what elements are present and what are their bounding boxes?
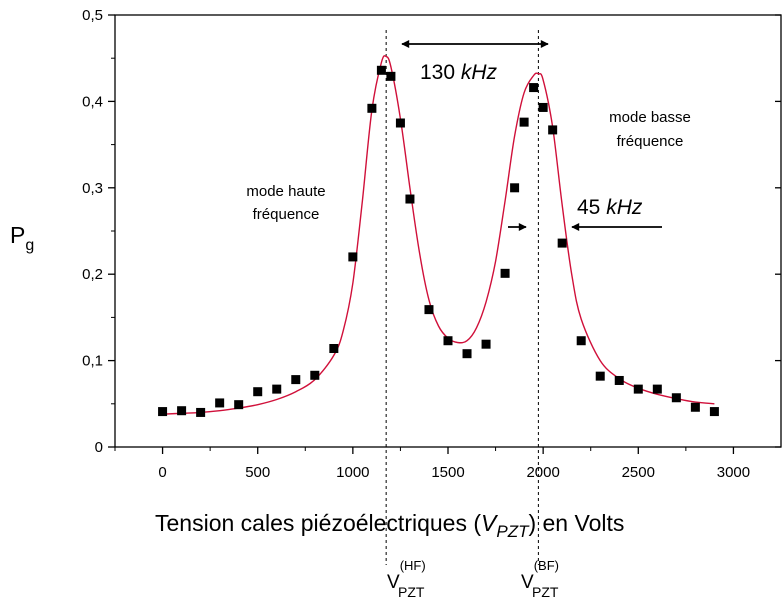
v-hf-sub: PZT bbox=[398, 584, 425, 600]
x-tick-label: 1500 bbox=[431, 464, 464, 481]
data-point bbox=[500, 268, 510, 278]
mode-hf-line1: mode haute bbox=[246, 183, 325, 200]
data-point bbox=[538, 102, 548, 112]
data-points-layer bbox=[158, 65, 719, 417]
data-point bbox=[272, 384, 282, 394]
v-bf-sub: PZT bbox=[532, 584, 559, 600]
y-tick-label: 0,4 bbox=[82, 93, 103, 110]
data-point bbox=[395, 118, 405, 128]
data-point bbox=[376, 65, 386, 75]
v-hf-label: V(HF) bbox=[387, 558, 426, 593]
data-point bbox=[519, 117, 529, 127]
guide-lines bbox=[385, 30, 539, 565]
mode-bf-line1: mode basse bbox=[609, 109, 691, 126]
data-point bbox=[215, 398, 225, 408]
x-tick-label: 2000 bbox=[526, 464, 559, 481]
x-tick-label: 500 bbox=[245, 464, 270, 481]
data-point bbox=[481, 339, 491, 349]
y-tick-label: 0,1 bbox=[82, 353, 103, 370]
width-130-label: 130 kHz bbox=[420, 61, 498, 84]
data-point bbox=[405, 194, 415, 204]
mode-bf-line2: fréquence bbox=[617, 133, 684, 150]
data-point bbox=[253, 387, 263, 397]
data-point bbox=[177, 406, 187, 416]
data-point bbox=[348, 252, 358, 262]
data-point bbox=[595, 371, 605, 381]
data-point bbox=[671, 393, 681, 403]
y-axis-label: Pg bbox=[10, 222, 34, 254]
data-point bbox=[424, 305, 434, 315]
y-tick-label: 0,5 bbox=[82, 7, 103, 24]
data-point bbox=[548, 125, 558, 135]
x-axis-label: Tension cales piézoélectriques (VPZT) en… bbox=[155, 510, 624, 541]
data-point bbox=[443, 336, 453, 346]
y-tick-label: 0,2 bbox=[82, 266, 103, 283]
y-tick-label: 0 bbox=[95, 439, 103, 456]
data-point bbox=[158, 407, 168, 417]
width-45-label: 45 kHz bbox=[577, 196, 643, 219]
x-tick-label: 1000 bbox=[336, 464, 369, 481]
data-point bbox=[367, 103, 377, 113]
data-point bbox=[709, 407, 719, 417]
data-point bbox=[510, 183, 520, 193]
mode-hf-line2: fréquence bbox=[253, 206, 320, 223]
x-tick-label: 0 bbox=[158, 464, 166, 481]
y-tick-label: 0,3 bbox=[82, 180, 103, 197]
data-point bbox=[196, 407, 206, 417]
data-point bbox=[614, 375, 624, 385]
data-point bbox=[291, 375, 301, 385]
data-point bbox=[386, 71, 396, 81]
data-point bbox=[557, 238, 567, 248]
data-point bbox=[234, 400, 244, 410]
data-point bbox=[690, 402, 700, 412]
data-point bbox=[529, 83, 539, 93]
x-tick-label: 3000 bbox=[717, 464, 750, 481]
data-point bbox=[576, 336, 586, 346]
data-point bbox=[652, 384, 662, 394]
data-point bbox=[310, 370, 320, 380]
data-point bbox=[462, 349, 472, 359]
data-point bbox=[329, 344, 339, 354]
data-point bbox=[633, 384, 643, 394]
x-tick-label: 2500 bbox=[622, 464, 655, 481]
axes-ticks: 0 500 1000 1500 2000 2500 3000 0 0,1 0,2 0,3 0,4 0,5 bbox=[82, 7, 781, 481]
v-bf-label: V(BF) bbox=[521, 558, 559, 593]
